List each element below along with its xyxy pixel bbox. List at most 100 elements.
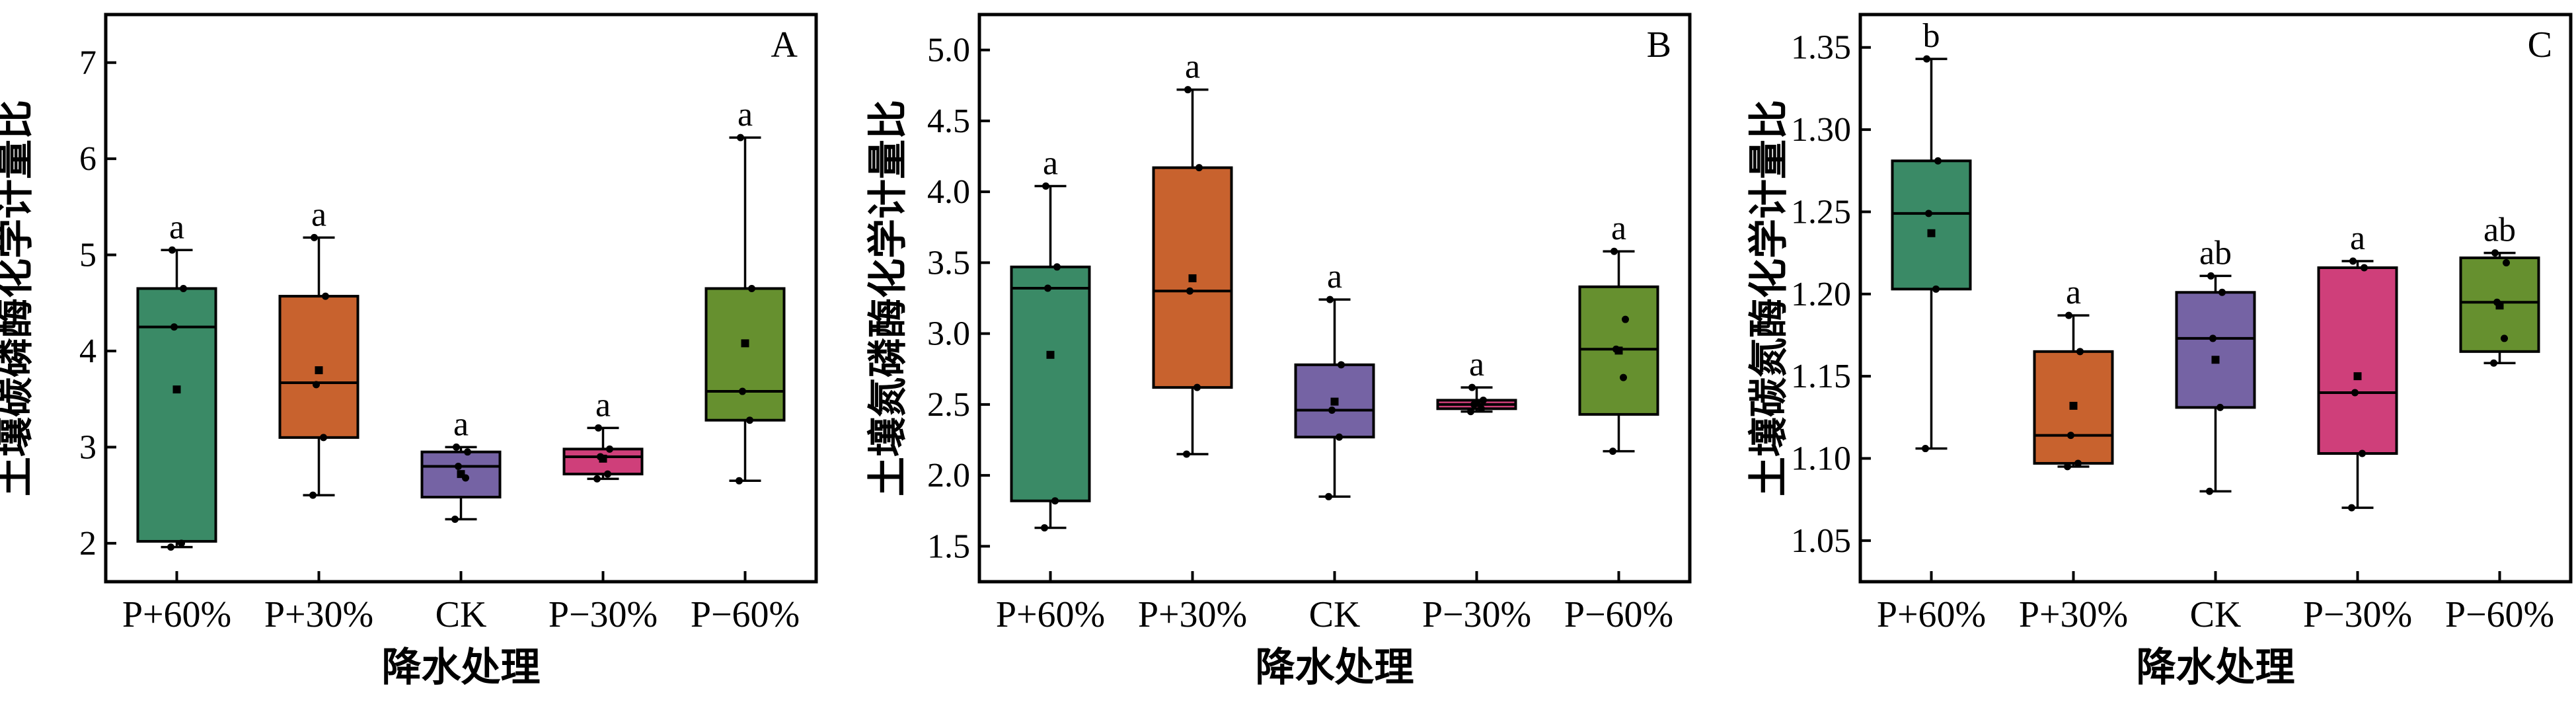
box xyxy=(1891,159,1972,291)
box-group-4: ab xyxy=(2459,212,2540,367)
x-axis-title: 降水处理 xyxy=(382,645,541,691)
box-group-1: a xyxy=(278,196,360,499)
y-axis-title: 土壤碳氮酶化学计量比 xyxy=(1746,100,1792,496)
mean-marker xyxy=(1330,397,1339,406)
x-tick-label: P+30% xyxy=(264,594,373,635)
y-tick-label: 6 xyxy=(79,140,96,178)
significance-letter: ab xyxy=(2483,212,2516,249)
significance-letter: a xyxy=(595,386,611,424)
box-group-4: a xyxy=(1578,210,1659,455)
panel-label: A xyxy=(771,24,798,65)
mean-marker xyxy=(1188,274,1197,282)
x-tick-label: P−60% xyxy=(691,594,800,635)
significance-letter: b xyxy=(1923,17,1940,55)
mean-marker xyxy=(1046,350,1055,359)
y-tick-label: 1.30 xyxy=(1791,111,1851,149)
mean-marker xyxy=(741,339,749,348)
data-point xyxy=(167,543,174,551)
box-group-0: a xyxy=(136,208,217,551)
x-axis-title: 降水处理 xyxy=(2137,645,2295,691)
y-tick-label: 4.0 xyxy=(927,173,970,211)
data-point xyxy=(2207,272,2215,280)
x-tick-label: P−30% xyxy=(1422,594,1531,635)
y-tick-label: 3 xyxy=(79,428,96,466)
data-point xyxy=(1195,164,1203,172)
panel-c: b a ab a ab 1.05 1.10 1.15 1.20 1.25 1.30 1.35 P+60%… xyxy=(1746,13,2573,691)
box xyxy=(1010,265,1091,502)
mean-marker xyxy=(2211,356,2220,364)
y-tick-label: 4.5 xyxy=(927,102,970,140)
data-point xyxy=(593,475,601,483)
mean-marker xyxy=(1927,229,1936,237)
data-point xyxy=(1193,383,1201,391)
mean-marker xyxy=(1472,399,1481,407)
y-tick-label: 3.0 xyxy=(927,315,970,353)
box-group-3: a xyxy=(2317,219,2398,512)
box-group-1: a xyxy=(2033,274,2114,471)
data-point xyxy=(451,515,459,523)
data-point xyxy=(1051,497,1059,505)
data-point xyxy=(2349,257,2357,265)
box-group-2: a xyxy=(420,405,502,523)
data-point xyxy=(1923,55,1930,63)
data-point xyxy=(1620,373,1627,381)
data-point xyxy=(1468,383,1476,391)
panel-label: B xyxy=(1647,24,1671,65)
data-point xyxy=(1325,492,1332,500)
significance-letter: a xyxy=(1469,346,1484,383)
x-tick-label: P−60% xyxy=(2445,594,2554,635)
significance-letter: a xyxy=(1185,48,1200,86)
data-point xyxy=(1044,284,1051,292)
data-point xyxy=(1934,157,1942,165)
y-tick-label: 7 xyxy=(79,44,96,82)
y-tick-label: 1.05 xyxy=(1791,522,1851,560)
y-tick-label: 2.5 xyxy=(927,386,970,424)
data-point xyxy=(169,246,176,254)
box xyxy=(704,287,786,422)
y-tick-label: 3.5 xyxy=(927,244,970,282)
data-point xyxy=(748,284,755,292)
data-point xyxy=(464,448,471,456)
data-point xyxy=(311,233,318,241)
box-group-0: a xyxy=(1010,145,1091,531)
x-tick-label: P−30% xyxy=(2303,594,2412,635)
box-group-1: a xyxy=(1152,48,1233,458)
data-point xyxy=(2361,264,2368,272)
data-point xyxy=(2067,432,2074,440)
data-point xyxy=(2218,288,2226,296)
data-point xyxy=(604,470,611,478)
data-point xyxy=(322,292,329,300)
box xyxy=(2033,350,2114,465)
mean-marker xyxy=(2495,301,2504,310)
data-point xyxy=(320,434,327,442)
data-point xyxy=(2351,389,2359,397)
data-point xyxy=(606,445,613,453)
data-point xyxy=(455,462,462,470)
data-point xyxy=(1922,445,1929,453)
box-group-2: a xyxy=(1294,258,1375,500)
data-point xyxy=(2206,487,2213,495)
x-tick-label: CK xyxy=(436,594,487,635)
x-tick-label: CK xyxy=(2190,594,2242,635)
y-axis-title: 土壤碳磷酶化学计量比 xyxy=(0,100,38,496)
data-point xyxy=(309,491,317,499)
data-point xyxy=(1053,263,1061,271)
mean-marker xyxy=(457,470,465,479)
box xyxy=(136,287,217,543)
box xyxy=(2317,266,2398,455)
data-point xyxy=(739,387,746,395)
data-point xyxy=(1326,295,1334,303)
y-tick-label: 2 xyxy=(79,525,96,563)
significance-letter: a xyxy=(311,196,326,233)
significance-letter: a xyxy=(738,96,753,134)
box xyxy=(2175,291,2256,409)
panel-a: a a a a a 2 3 4 5 6 7 P+60% P+30% CK P−30% P−60% A 降水处理 土壤… xyxy=(0,13,818,691)
box-group-2: ab xyxy=(2175,234,2256,495)
data-point xyxy=(2209,334,2216,342)
data-point xyxy=(180,284,187,292)
data-point xyxy=(1932,285,1940,293)
mean-marker xyxy=(2069,401,2078,410)
data-point xyxy=(2076,348,2084,356)
data-point xyxy=(2064,463,2071,471)
